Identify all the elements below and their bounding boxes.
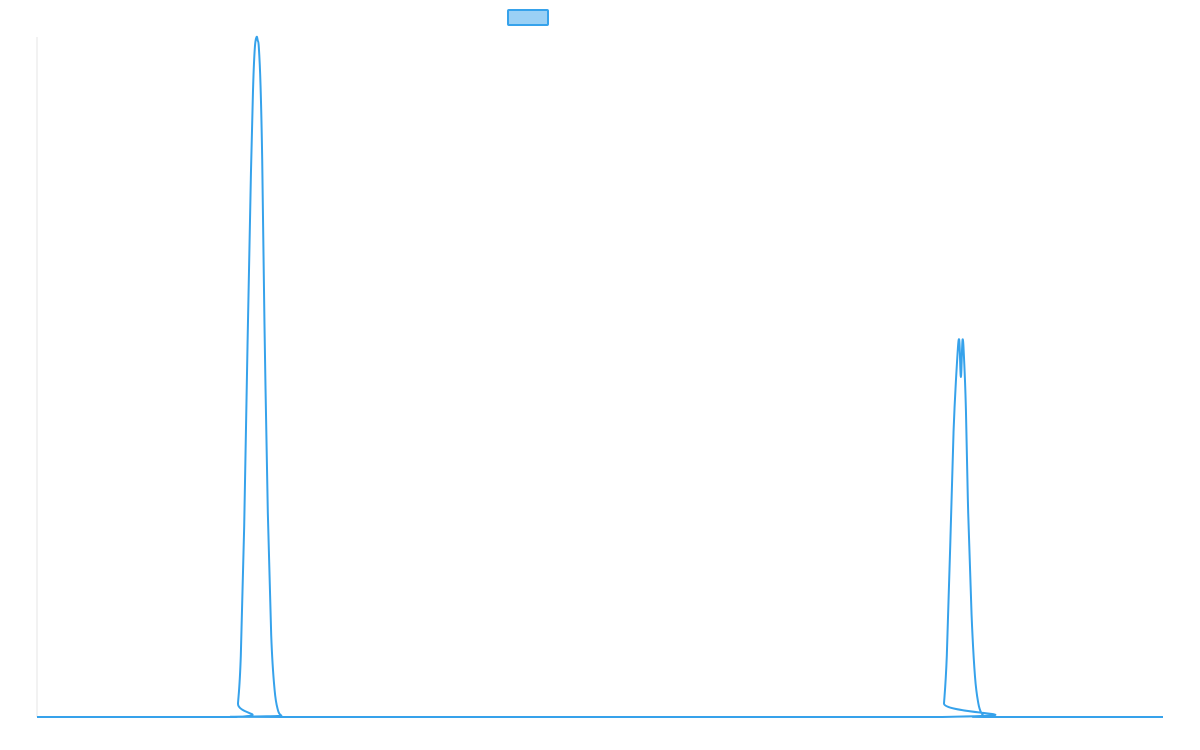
series-line-0[interactable] — [36, 35, 1163, 719]
legend[interactable] — [507, 9, 549, 26]
legend-swatch[interactable] — [507, 9, 549, 26]
series-group — [36, 35, 1163, 719]
